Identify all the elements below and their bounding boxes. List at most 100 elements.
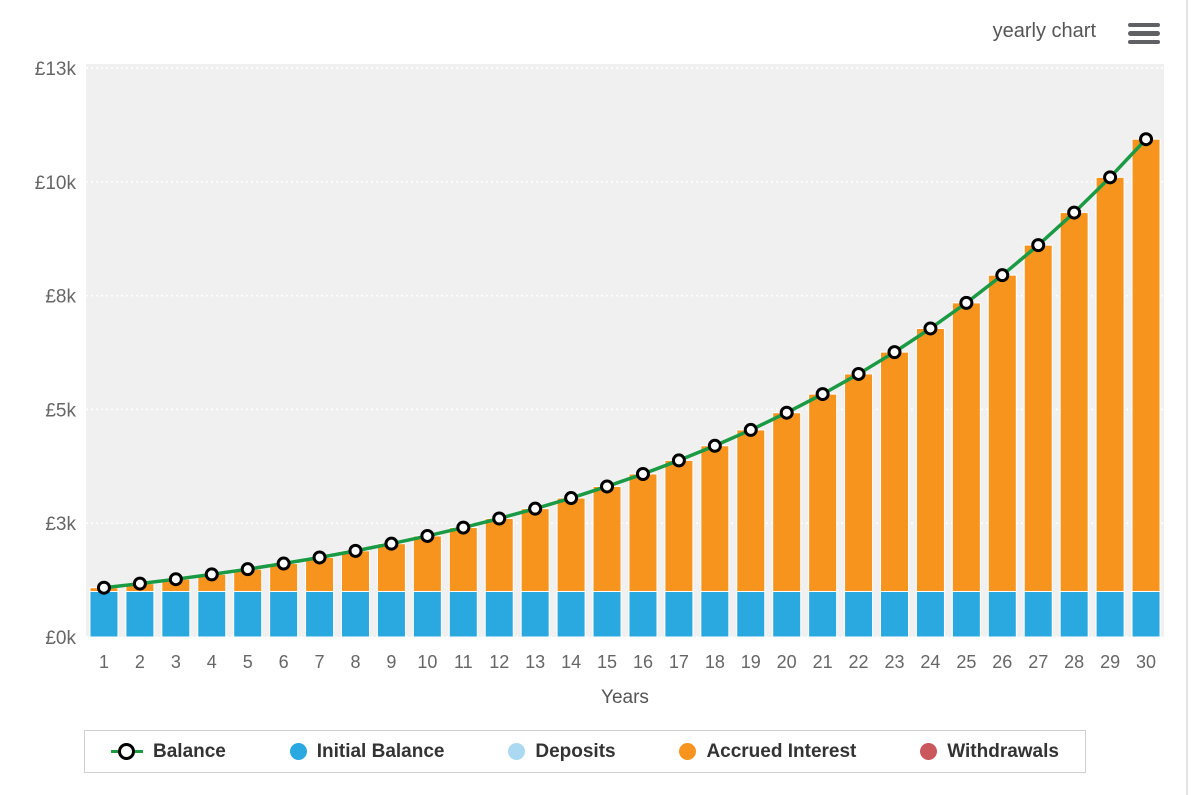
legend-item-withdrawals[interactable]: Withdrawals [920, 741, 1059, 763]
column-accrued-interest[interactable] [412, 535, 442, 592]
balance-marker[interactable] [132, 576, 147, 591]
chart-mode-label: yearly chart [992, 20, 1096, 42]
column-initial-balance[interactable] [1059, 590, 1089, 638]
column-accrued-interest[interactable] [880, 351, 909, 592]
x-axis-label: 4 [207, 652, 217, 672]
chart-context-menu-button[interactable] [1128, 21, 1161, 46]
column-initial-balance[interactable] [89, 590, 119, 638]
column-accrued-interest[interactable] [1059, 212, 1089, 592]
column-initial-balance[interactable] [844, 590, 874, 638]
x-axis-label: 10 [417, 652, 437, 672]
column-accrued-interest[interactable] [664, 459, 694, 592]
column-accrued-interest[interactable] [556, 497, 586, 592]
balance-marker[interactable] [779, 405, 794, 420]
column-initial-balance[interactable] [161, 590, 191, 638]
balance-marker-swatch [118, 743, 135, 760]
withdrawals-swatch-icon [920, 743, 938, 760]
balance-marker[interactable] [456, 520, 471, 535]
balance-marker[interactable] [564, 491, 579, 506]
balance-marker[interactable] [635, 466, 650, 481]
column-initial-balance[interactable] [664, 590, 694, 638]
balance-marker[interactable] [815, 387, 830, 402]
column-initial-balance[interactable] [376, 590, 406, 638]
column-initial-balance[interactable] [412, 590, 442, 638]
column-initial-balance[interactable] [484, 590, 514, 638]
column-accrued-interest[interactable] [1023, 244, 1053, 592]
balance-marker[interactable] [743, 422, 758, 437]
balance-marker[interactable] [204, 567, 219, 582]
legend-item-initial-balance[interactable]: Initial Balance [289, 741, 445, 763]
balance-marker[interactable] [851, 366, 866, 381]
column-accrued-interest[interactable] [915, 327, 945, 592]
balance-marker[interactable] [671, 453, 686, 468]
plot-background [86, 64, 1164, 637]
balance-marker[interactable] [1139, 132, 1154, 147]
column-initial-balance[interactable] [197, 590, 227, 638]
balance-marker[interactable] [995, 268, 1010, 283]
column-initial-balance[interactable] [1023, 590, 1053, 638]
column-accrued-interest[interactable] [592, 485, 622, 592]
column-initial-balance[interactable] [305, 590, 335, 638]
balance-marker[interactable] [528, 501, 543, 516]
x-axis-label: 12 [489, 652, 509, 672]
column-initial-balance[interactable] [1095, 590, 1125, 638]
column-accrued-interest[interactable] [628, 473, 658, 592]
x-axis-label: 1 [99, 652, 109, 672]
column-initial-balance[interactable] [700, 590, 730, 638]
legend-item-accrued-interest[interactable]: Accrued Interest [679, 741, 856, 763]
column-accrued-interest[interactable] [1095, 176, 1125, 592]
column-initial-balance[interactable] [628, 590, 658, 638]
balance-marker[interactable] [600, 479, 615, 494]
balance-marker[interactable] [96, 580, 111, 595]
legend-item-deposits[interactable]: Deposits [508, 741, 616, 763]
column-accrued-interest[interactable] [700, 445, 730, 592]
legend-item-balance[interactable]: Balance [111, 741, 226, 763]
column-initial-balance[interactable] [448, 590, 478, 638]
balance-marker[interactable] [348, 543, 363, 558]
balance-marker[interactable] [168, 572, 183, 587]
column-initial-balance[interactable] [987, 590, 1017, 638]
balance-marker[interactable] [312, 550, 327, 565]
column-accrued-interest[interactable] [520, 508, 550, 592]
column-initial-balance[interactable] [233, 590, 263, 638]
balance-marker[interactable] [887, 345, 902, 360]
column-accrued-interest[interactable] [448, 527, 478, 592]
column-initial-balance[interactable] [125, 590, 155, 638]
balance-marker[interactable] [240, 562, 255, 577]
column-initial-balance[interactable] [341, 590, 370, 638]
balance-marker[interactable] [1031, 238, 1046, 253]
column-accrued-interest[interactable] [1131, 138, 1161, 592]
legend-label: Withdrawals [947, 740, 1059, 762]
column-accrued-interest[interactable] [951, 302, 981, 592]
column-initial-balance[interactable] [808, 590, 838, 638]
balance-marker[interactable] [276, 556, 291, 571]
column-initial-balance[interactable] [520, 590, 550, 638]
column-accrued-interest[interactable] [484, 518, 514, 592]
column-accrued-interest[interactable] [844, 373, 874, 592]
column-accrued-interest[interactable] [808, 393, 838, 592]
column-initial-balance[interactable] [269, 590, 299, 638]
balance-marker[interactable] [492, 511, 507, 526]
legend-label: Balance [153, 740, 226, 762]
balance-marker[interactable] [959, 295, 974, 310]
column-initial-balance[interactable] [772, 590, 802, 638]
column-initial-balance[interactable] [951, 590, 981, 638]
column-accrued-interest[interactable] [376, 543, 406, 592]
column-initial-balance[interactable] [736, 590, 766, 638]
column-initial-balance[interactable] [556, 590, 586, 638]
column-accrued-interest[interactable] [772, 412, 802, 592]
column-initial-balance[interactable] [592, 590, 622, 638]
balance-marker[interactable] [1067, 205, 1082, 220]
balance-marker[interactable] [707, 438, 722, 453]
balance-marker[interactable] [1103, 170, 1118, 185]
column-accrued-interest[interactable] [987, 274, 1017, 592]
column-initial-balance[interactable] [1131, 590, 1161, 638]
column-initial-balance[interactable] [915, 590, 945, 638]
column-accrued-interest[interactable] [736, 429, 766, 592]
balance-marker[interactable] [384, 536, 399, 551]
balance-marker[interactable] [420, 528, 435, 543]
column-initial-balance[interactable] [880, 590, 909, 638]
balance-marker[interactable] [923, 321, 938, 336]
